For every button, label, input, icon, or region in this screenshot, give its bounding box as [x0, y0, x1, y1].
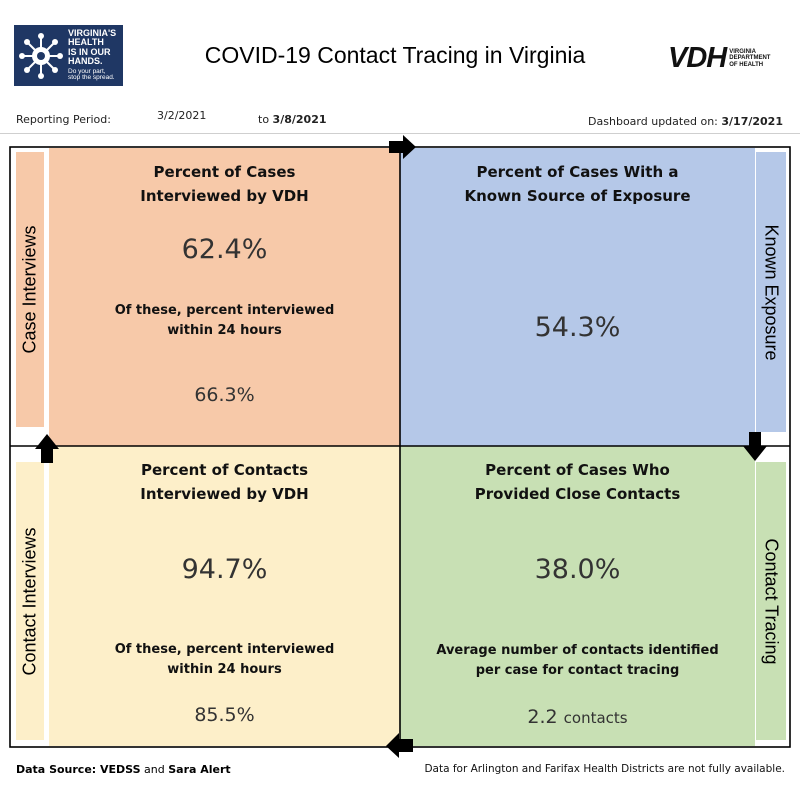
- contact-tracing-label: Contact Tracing: [761, 537, 782, 665]
- vdh-logo: VDH VIRGINIA DEPARTMENT OF HEALTH: [668, 44, 781, 73]
- cases-interviewed-title-2: Interviewed by VDH: [140, 187, 309, 205]
- case-interviews-label: Case Interviews: [19, 225, 40, 354]
- cases-interviewed-title-1: Percent of Cases: [153, 163, 296, 181]
- updated-label: Dashboard updated on:: [588, 115, 718, 128]
- avg-contacts-unit: contacts: [563, 709, 628, 727]
- data-source-and: and: [144, 763, 165, 776]
- avg-contacts-value: 2.2: [527, 706, 558, 728]
- dashboard-updated: Dashboard updated on: 3/17/2021: [588, 115, 783, 128]
- virus-icon: [19, 32, 63, 79]
- contacts-interviewed-note-1: Of these, percent interviewed: [114, 642, 335, 657]
- cases-interviewed-note-1: Of these, percent interviewed: [114, 303, 335, 318]
- known-exposure-label: Known Exposure: [761, 223, 782, 361]
- cases-interviewed-value: 62.4%: [181, 234, 268, 265]
- close-contacts-note-1: Average number of contacts identified: [436, 643, 719, 658]
- data-source-second: Sara Alert: [168, 763, 231, 776]
- close-contacts-note-2: per case for contact tracing: [475, 663, 680, 678]
- contacts-interviewed-title-2: Interviewed by VDH: [140, 485, 309, 503]
- known-source-value: 54.3%: [534, 312, 621, 343]
- avg-contacts-per-case: 2.2 contacts: [400, 706, 755, 728]
- close-contacts-title-1: Percent of Cases Who: [485, 461, 670, 479]
- vdh-mark: VDH: [668, 42, 727, 74]
- quadrant-close-contacts: Percent of Cases Who Provided Close Cont…: [400, 446, 755, 746]
- logo-tagline-2: stop the spread.: [68, 74, 115, 82]
- known-source-title-2: Known Source of Exposure: [464, 187, 691, 205]
- updated-date: 3/17/2021: [721, 115, 783, 128]
- contact-interviews-label: Contact Interviews: [19, 526, 40, 676]
- side-label-case-interviews: Case Interviews: [16, 152, 44, 427]
- close-contacts-value: 38.0%: [534, 554, 621, 585]
- quadrant-contacts-interviewed: Percent of Contacts Interviewed by VDH 9…: [49, 446, 400, 746]
- side-label-contact-interviews: Contact Interviews: [16, 462, 44, 740]
- reporting-end-date: 3/8/2021: [272, 113, 327, 126]
- contacts-interviewed-note-2: within 24 hours: [167, 662, 282, 677]
- reporting-to-label: to 3/8/2021: [258, 113, 327, 126]
- contacts-interviewed-title-1: Percent of Contacts: [140, 461, 309, 479]
- quadrant-cases-interviewed: Percent of Cases Interviewed by VDH 62.4…: [49, 148, 400, 446]
- logo-headline-3: IS IN OUR: [68, 46, 111, 57]
- quadrant-known-source: Percent of Cases With a Known Source of …: [400, 148, 755, 446]
- reporting-period-label: Reporting Period:: [16, 113, 111, 126]
- page-title: COVID-19 Contact Tracing in Virginia: [204, 42, 586, 68]
- logo-tagline-1: Do your part,: [68, 67, 106, 75]
- data-availability-note: Data for Arlington and Farifax Health Di…: [424, 763, 785, 775]
- side-label-contact-tracing: Contact Tracing: [756, 462, 786, 740]
- vdh-subtitle-3: OF HEALTH: [729, 61, 764, 68]
- data-source-label: Data Source: VEDSS: [16, 763, 141, 776]
- logo-headline-2: HEALTH: [68, 37, 104, 48]
- known-source-title-1: Percent of Cases With a: [476, 163, 679, 181]
- close-contacts-title-2: Provided Close Contacts: [474, 485, 681, 503]
- vdh-subtitle-1: VIRGINIA: [729, 49, 756, 56]
- reporting-start-date: 3/2/2021: [157, 109, 207, 122]
- contacts-interviewed-24h-value: 85.5%: [194, 704, 255, 726]
- cases-interviewed-note-2: within 24 hours: [167, 323, 282, 338]
- cases-interviewed-24h-value: 66.3%: [194, 384, 255, 406]
- header-divider: [0, 133, 800, 134]
- to-word: to: [258, 113, 270, 126]
- virginia-health-logo: VIRGINIA'S HEALTH IS IN OUR HANDS. Do yo…: [14, 25, 123, 86]
- logo-headline-1: VIRGINIA'S: [68, 27, 117, 38]
- contacts-interviewed-value: 94.7%: [181, 554, 268, 585]
- side-label-known-exposure: Known Exposure: [756, 152, 786, 432]
- data-source: Data Source: VEDSS and Sara Alert: [16, 763, 231, 776]
- logo-headline-4: HANDS.: [68, 56, 103, 67]
- vdh-subtitle-2: DEPARTMENT: [729, 55, 771, 62]
